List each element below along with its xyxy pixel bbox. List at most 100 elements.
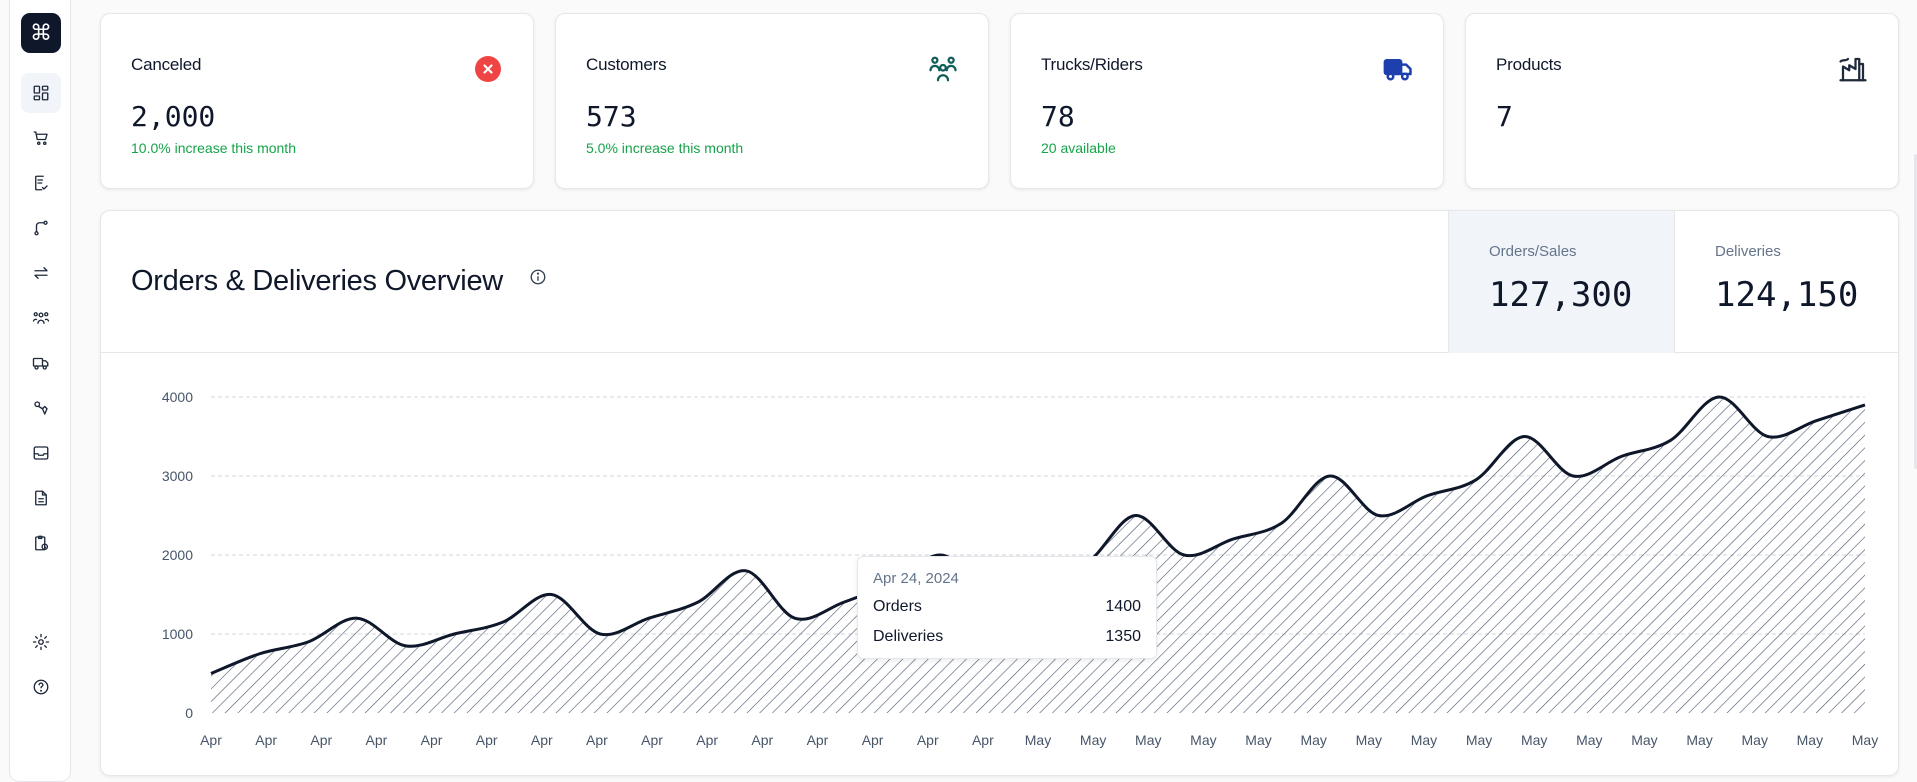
truck-icon	[1383, 54, 1413, 84]
tooltip-label: Deliveries	[873, 628, 944, 645]
dashboard-icon	[33, 85, 49, 101]
x-tick-label: Apr	[696, 732, 718, 748]
y-tick-label: 4000	[162, 389, 193, 405]
card-value: 78	[1041, 100, 1075, 133]
x-tick-label: Apr	[862, 732, 884, 748]
card-trucks-riders[interactable]: Trucks/Riders 78 20 available	[1010, 13, 1444, 189]
customers-icon	[928, 54, 958, 84]
sidebar-item-help[interactable]	[21, 667, 61, 707]
card-label: Trucks/Riders	[1041, 55, 1143, 74]
sidebar-item-routes[interactable]	[21, 208, 61, 248]
x-tick-label: Apr	[200, 732, 222, 748]
inbox-icon	[33, 446, 49, 460]
card-label: Products	[1496, 55, 1562, 74]
x-tick-label: Apr	[972, 732, 994, 748]
stat-value: 124,150	[1715, 275, 1859, 315]
card-value: 2,000	[131, 100, 216, 133]
x-tick-label: May	[1025, 732, 1051, 748]
x-tick-label: Apr	[807, 732, 829, 748]
stat-label: Orders/Sales	[1489, 243, 1577, 260]
card-label: Canceled	[131, 55, 202, 74]
sidebar-item-settings[interactable]	[21, 622, 61, 662]
sidebar-item-customers[interactable]	[21, 298, 61, 338]
x-tick-label: Apr	[476, 732, 498, 748]
document-icon	[35, 490, 47, 506]
clipboard-clock-icon	[35, 535, 49, 551]
tooltip-label: Orders	[873, 598, 922, 615]
sidebar-item-inbox[interactable]	[21, 433, 61, 473]
stat-value: 127,300	[1489, 275, 1633, 315]
factory-icon	[1838, 54, 1868, 84]
x-circle-icon	[473, 54, 503, 84]
locations-icon	[34, 401, 48, 415]
x-tick-label: May	[1576, 732, 1602, 748]
panel-header: Orders & Deliveries Overview Orders/Sale…	[101, 211, 1898, 353]
x-tick-label: Apr	[366, 732, 388, 748]
x-tick-label: Apr	[531, 732, 553, 748]
y-tick-label: 0	[185, 705, 193, 721]
card-trend: 5.0% increase this month	[586, 140, 744, 156]
x-tick-label: May	[1190, 732, 1216, 748]
x-tick-label: Apr	[421, 732, 443, 748]
orders-list-icon	[35, 175, 48, 191]
x-tick-label: May	[1300, 732, 1326, 748]
x-axis: Apr Apr Apr Apr Apr Apr Apr Apr Apr Apr Apr Apr Apr A…	[200, 732, 1878, 748]
y-tick-label: 2000	[162, 547, 193, 563]
tooltip-row-deliveries: Deliveries 1350	[873, 628, 1141, 646]
sidebar-item-dashboard[interactable]	[21, 73, 61, 113]
sidebar-item-sales[interactable]	[21, 118, 61, 158]
x-tick-label: May	[1686, 732, 1712, 748]
x-tick-label: May	[1080, 732, 1106, 748]
x-tick-label: May	[1742, 732, 1768, 748]
sidebar-item-transfers[interactable]	[21, 253, 61, 293]
x-tick-label: May	[1466, 732, 1492, 748]
sidebar-item-locations[interactable]	[21, 388, 61, 428]
stat-deliveries[interactable]: Deliveries 124,150	[1674, 211, 1898, 353]
x-tick-label: May	[1521, 732, 1547, 748]
tooltip-date: Apr 24, 2024	[873, 570, 959, 587]
stat-label: Deliveries	[1715, 243, 1781, 260]
help-icon	[33, 679, 49, 695]
series-area	[211, 396, 1865, 713]
sidebar-item-trucks[interactable]	[21, 343, 61, 383]
card-available: 20 available	[1041, 140, 1116, 156]
x-tick-label: May	[1797, 732, 1823, 748]
panel-title: Orders & Deliveries Overview	[131, 265, 503, 297]
orders-deliveries-panel: Orders & Deliveries Overview Orders/Sale…	[100, 210, 1899, 776]
tooltip-row-orders: Orders 1400	[873, 598, 1141, 616]
route-icon	[34, 220, 48, 236]
card-canceled[interactable]: Canceled 2,000 10.0% increase this month	[100, 13, 534, 189]
sidebar-item-reports[interactable]	[21, 523, 61, 563]
x-tick-label: Apr	[917, 732, 939, 748]
card-trend: 10.0% increase this month	[131, 140, 296, 156]
x-tick-label: Apr	[586, 732, 608, 748]
app-logo[interactable]: ⌘	[21, 13, 61, 53]
x-tick-label: Apr	[641, 732, 663, 748]
card-label: Customers	[586, 55, 667, 74]
page-scrollbar[interactable]	[1914, 154, 1917, 469]
info-icon[interactable]	[529, 268, 547, 286]
truck-icon	[32, 357, 49, 370]
x-tick-label: May	[1356, 732, 1382, 748]
card-products[interactable]: Products 7	[1465, 13, 1899, 189]
customers-icon	[32, 312, 50, 324]
x-tick-label: Apr	[255, 732, 277, 748]
chart-tooltip: Apr 24, 2024 Orders 1400 Deliveries 1350	[857, 556, 1157, 659]
sidebar-item-documents[interactable]	[21, 478, 61, 518]
tooltip-value: 1400	[1105, 598, 1141, 615]
settings-icon	[32, 633, 50, 651]
y-axis: 0 1000 2000 3000 4000	[162, 389, 193, 721]
y-tick-label: 1000	[162, 626, 193, 642]
tooltip-value: 1350	[1105, 628, 1141, 645]
stat-orders-sales[interactable]: Orders/Sales 127,300	[1448, 211, 1674, 353]
y-tick-label: 3000	[162, 468, 193, 484]
x-tick-label: Apr	[310, 732, 332, 748]
x-tick-label: May	[1245, 732, 1271, 748]
card-customers[interactable]: Customers 573 5.0% increase this month	[555, 13, 989, 189]
transfer-icon	[34, 267, 48, 279]
x-tick-label: May	[1411, 732, 1437, 748]
sidebar-item-orders[interactable]	[21, 163, 61, 203]
x-tick-label: May	[1135, 732, 1161, 748]
sidebar: ⌘	[9, 0, 71, 782]
